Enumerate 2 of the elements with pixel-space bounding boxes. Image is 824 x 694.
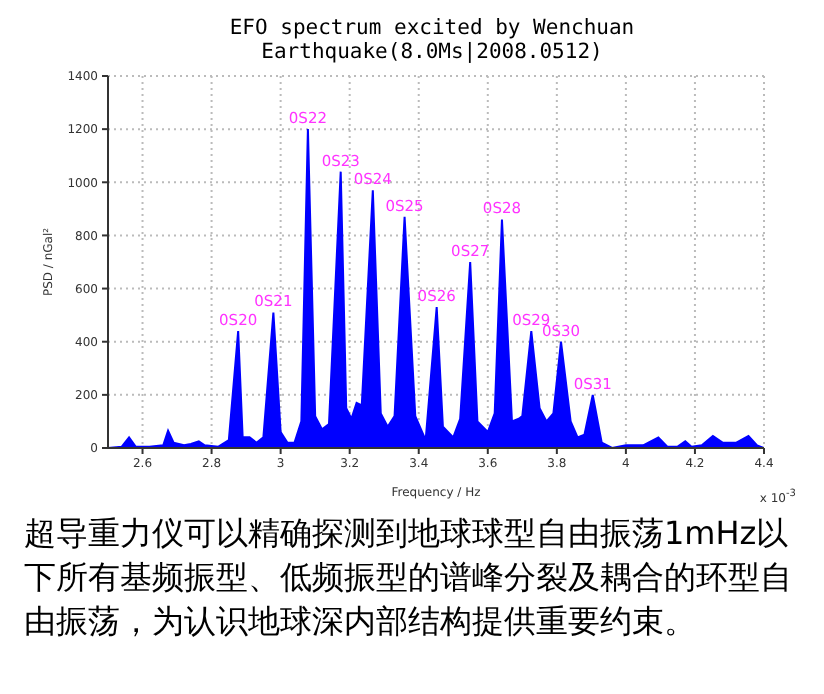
chart-title: EFO spectrum excited by Wenchuan Earthquake(8.0Ms|2008.0512) bbox=[227, 16, 637, 64]
text: 超导重力仪可以精确探测到地球球型自由振荡1mHz以下所有基频振型、低频振型的谱峰分裂及耦合的环型自由振荡，为认识地球深内部结构提供重要约束。 bbox=[22, 512, 794, 644]
